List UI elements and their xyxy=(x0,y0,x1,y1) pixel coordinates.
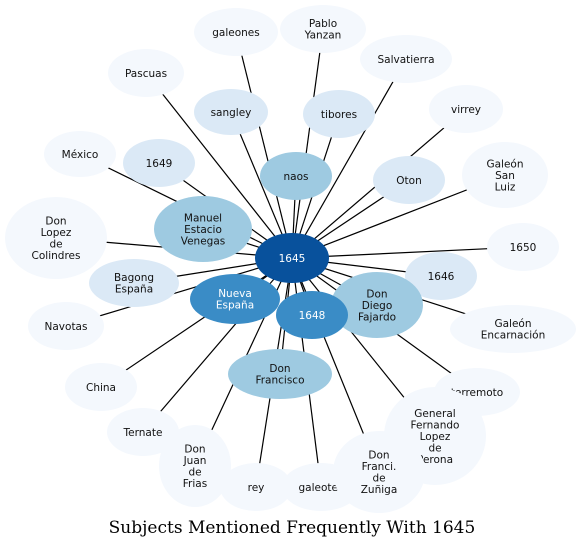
node-n1649: 1649 xyxy=(123,139,195,187)
node-don-francisco-de-zuniga: Don Franci. de Zuñiga xyxy=(333,431,425,513)
node-shape-manuel-estacio-venegas xyxy=(154,196,252,262)
node-label-n1646: 1646 xyxy=(428,271,455,283)
node-label-galeotes: galeotes xyxy=(299,482,344,494)
node-shape-n1649 xyxy=(123,139,195,187)
node-label-pascuas: Pascuas xyxy=(125,68,167,80)
node-label-oton: Oton xyxy=(396,175,421,187)
node-label-galeon-encarnacion: Galeón Encarnación xyxy=(481,318,546,342)
node-label-don-francisco-de-zuniga: Don Franci. de Zuñiga xyxy=(361,450,398,497)
node-layer: galeones Pablo Yanzan Salvatierra Pascuas vir… xyxy=(5,5,576,513)
edge-1645-sangley xyxy=(230,111,293,259)
node-shape-virrey xyxy=(429,85,503,133)
node-shape-pablo-yanzan xyxy=(280,5,366,53)
edge-1645-n1650 xyxy=(291,246,524,259)
node-label-bagong-espana: Bagong España xyxy=(114,272,154,296)
node-label-tibores: tibores xyxy=(321,109,357,121)
node-virrey: virrey xyxy=(429,85,503,133)
node-n1645: 1645 xyxy=(255,233,329,283)
node-n1646: 1646 xyxy=(405,252,477,300)
node-don-juan-de-frias: Don Juan de Frias xyxy=(159,425,231,507)
node-label-galeon-san-luiz: Galeón San Luiz xyxy=(486,158,523,193)
node-shape-don-francisco-de-zuniga xyxy=(333,431,425,513)
node-galeones: galeones xyxy=(194,8,278,56)
node-navotas: Navotas xyxy=(28,302,104,350)
node-shape-navotas xyxy=(28,302,104,350)
node-pascuas: Pascuas xyxy=(108,49,184,97)
node-label-ternate: Ternate xyxy=(123,427,163,439)
node-shape-oton xyxy=(373,156,445,204)
node-shape-don-lopez-de-colindres xyxy=(5,197,107,279)
node-don-diego-fajardo: Don Diego Fajardo xyxy=(331,272,423,338)
node-rey: rey xyxy=(220,463,292,511)
node-shape-ternate xyxy=(107,408,179,456)
edge-1645-pablo-yanzan xyxy=(291,28,324,259)
node-shape-salvatierra xyxy=(360,35,452,83)
node-label-general-fernando-lopez-de-perona: General Fernando Lopez de Perona xyxy=(411,408,460,466)
node-bagong-espana: Bagong España xyxy=(89,259,179,307)
node-label-rey: rey xyxy=(248,482,265,494)
node-shape-mexico xyxy=(44,131,116,177)
node-n1650: 1650 xyxy=(487,223,559,271)
node-label-n1648: 1648 xyxy=(299,310,326,322)
node-label-mexico: México xyxy=(62,149,99,161)
node-shape-tibores xyxy=(303,90,375,138)
node-shape-pascuas xyxy=(108,49,184,97)
node-pablo-yanzan: Pablo Yanzan xyxy=(280,5,366,53)
node-label-navotas: Navotas xyxy=(45,321,88,333)
node-china: China xyxy=(65,363,137,411)
node-sangley: sangley xyxy=(194,89,268,135)
node-manuel-estacio-venegas: Manuel Estacio Venegas xyxy=(154,196,252,262)
node-shape-sangley xyxy=(194,89,268,135)
node-label-n1649: 1649 xyxy=(146,158,173,170)
edge-1645-salvatierra xyxy=(291,58,407,259)
edge-1645-pascuas xyxy=(145,72,293,259)
node-label-pablo-yanzan: Pablo Yanzan xyxy=(304,18,342,42)
node-label-don-lopez-de-colindres: Don Lopez de Colindres xyxy=(32,216,81,262)
node-shape-naos xyxy=(260,152,332,200)
node-label-manuel-estacio-venegas: Manuel Estacio Venegas xyxy=(181,212,226,247)
node-shape-don-francisco xyxy=(228,349,332,399)
edge-1645-galeones xyxy=(235,31,293,259)
node-shape-n1648 xyxy=(276,291,348,339)
node-naos: naos xyxy=(260,152,332,200)
node-shape-china xyxy=(65,363,137,411)
node-shape-don-diego-fajardo xyxy=(331,272,423,338)
node-shape-rey xyxy=(220,463,292,511)
node-shape-galeon-encarnacion xyxy=(450,305,576,353)
node-galeon-encarnacion: Galeón Encarnación xyxy=(450,305,576,353)
node-label-china: China xyxy=(86,382,116,394)
node-don-lopez-de-colindres: Don Lopez de Colindres xyxy=(5,197,107,279)
node-shape-bagong-espana xyxy=(89,259,179,307)
node-galeon-san-luiz: Galeón San Luiz xyxy=(462,142,548,208)
node-shape-n1645 xyxy=(255,233,329,283)
node-nueva-espana: Nueva España xyxy=(190,274,280,324)
node-oton: Oton xyxy=(373,156,445,204)
node-shape-n1650 xyxy=(487,223,559,271)
node-label-virrey: virrey xyxy=(451,104,481,116)
node-label-n1650: 1650 xyxy=(510,242,537,254)
node-ternate: Ternate xyxy=(107,408,179,456)
node-n1648: 1648 xyxy=(276,291,348,339)
node-label-n1645: 1645 xyxy=(279,253,306,265)
node-label-don-diego-fajardo: Don Diego Fajardo xyxy=(358,288,396,323)
node-label-nueva-espana: Nueva España xyxy=(216,288,254,312)
node-mexico: México xyxy=(44,131,116,177)
node-shape-n1646 xyxy=(405,252,477,300)
diagram-title: Subjects Mentioned Frequently With 1645 xyxy=(109,518,476,538)
node-tibores: tibores xyxy=(303,90,375,138)
node-label-don-juan-de-frias: Don Juan de Frias xyxy=(183,444,208,491)
edge-1645-navotas xyxy=(65,257,293,327)
node-label-don-francisco: Don Francisco xyxy=(255,363,304,387)
node-shape-galeon-san-luiz xyxy=(462,142,548,208)
node-shape-galeones xyxy=(194,8,278,56)
node-salvatierra: Salvatierra xyxy=(360,35,452,83)
node-label-salvatierra: Salvatierra xyxy=(377,54,434,66)
node-label-naos: naos xyxy=(284,171,309,183)
node-label-sangley: sangley xyxy=(211,107,252,119)
node-shape-don-juan-de-frias xyxy=(159,425,231,507)
node-shape-nueva-espana xyxy=(190,274,280,324)
node-label-galeones: galeones xyxy=(212,27,260,39)
node-don-francisco: Don Francisco xyxy=(228,349,332,399)
